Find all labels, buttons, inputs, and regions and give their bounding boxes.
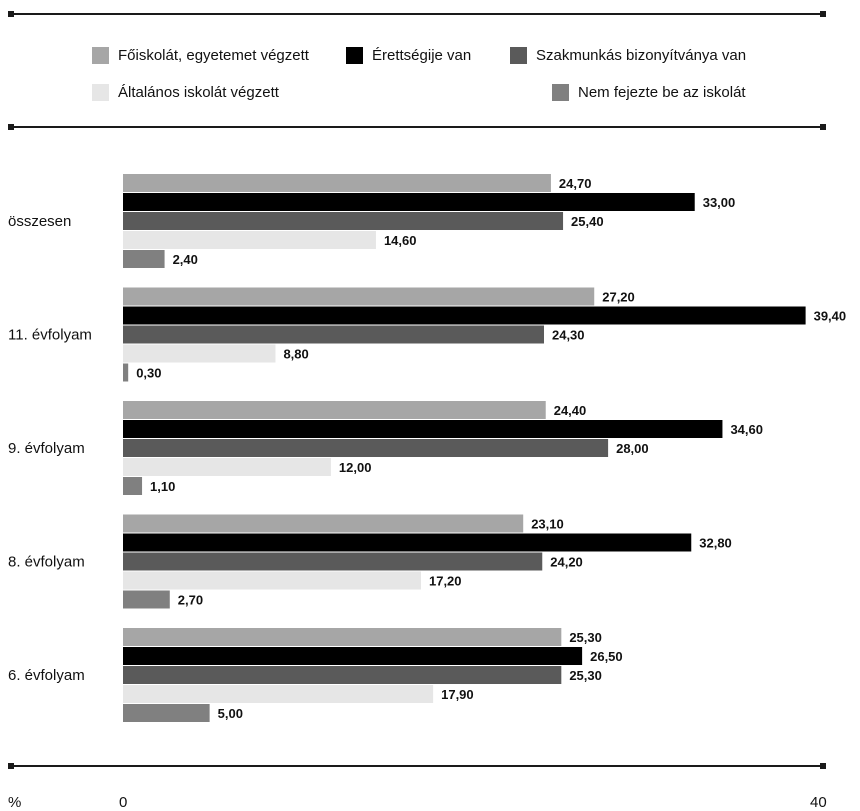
axis-min-label: 0	[119, 794, 128, 811]
legend-item-nem-fejezte: Nem fejezte be az iskolát	[552, 82, 746, 102]
bar-altalanos	[123, 685, 434, 703]
legend-item-altalanos: Általános iskolát végzett	[92, 82, 279, 102]
data-label-szakmunkas: 24,20	[550, 555, 583, 570]
bar-szakmunkas	[123, 325, 544, 344]
legend-label-szakmunkas: Szakmunkás bizonyítványa van	[536, 46, 747, 64]
legend-label-foiskola: Főiskolát, egyetemet végzett	[118, 46, 309, 64]
data-label-szakmunkas: 25,40	[571, 214, 604, 229]
category-label: 9. évfolyam	[8, 440, 85, 457]
data-label-nem-fejezte: 1,10	[150, 479, 175, 494]
data-label-altalanos: 8,80	[283, 347, 308, 362]
data-label-nem-fejezte: 2,70	[178, 593, 203, 608]
bar-foiskola	[123, 174, 551, 192]
data-label-szakmunkas: 28,00	[616, 441, 649, 456]
data-label-erettsegi: 39,40	[814, 309, 847, 324]
data-label-altalanos: 17,20	[429, 574, 462, 589]
legend-bottom-rule	[8, 124, 826, 130]
bar-nem-fejezte	[123, 477, 143, 495]
bar-szakmunkas	[123, 439, 609, 457]
data-label-altalanos: 14,60	[384, 233, 417, 248]
category-label: 11. évfolyam	[8, 327, 92, 344]
bar-nem-fejezte	[123, 363, 129, 382]
bar-foiskola	[123, 287, 595, 306]
category-label: 6. évfolyam	[8, 667, 85, 684]
bar-altalanos	[123, 458, 331, 476]
legend-swatch-szakmunkas	[510, 46, 527, 64]
bar-nem-fejezte	[123, 590, 170, 609]
bar-szakmunkas	[123, 212, 564, 230]
bar-foiskola	[123, 628, 562, 646]
data-label-foiskola: 24,70	[559, 176, 592, 191]
legend-swatch-nem-fejezte	[552, 83, 569, 101]
data-label-foiskola: 27,20	[602, 290, 635, 305]
bar-erettsegi	[123, 193, 695, 211]
data-label-szakmunkas: 24,30	[552, 328, 585, 343]
data-label-nem-fejezte: 5,00	[218, 706, 243, 721]
data-label-altalanos: 12,00	[339, 460, 372, 475]
legend-item-szakmunkas: Szakmunkás bizonyítványa van	[510, 45, 746, 65]
data-label-foiskola: 24,40	[554, 403, 587, 418]
legend-swatch-erettsegi	[346, 46, 363, 64]
data-label-erettsegi: 32,80	[699, 536, 732, 551]
bar-szakmunkas	[123, 666, 562, 684]
bar-foiskola	[123, 514, 524, 533]
data-label-szakmunkas: 25,30	[569, 668, 602, 683]
bar-altalanos	[123, 231, 376, 249]
bar-altalanos	[123, 344, 276, 363]
category-label: összesen	[8, 213, 71, 230]
legend-item-erettsegi: Érettségije van	[346, 45, 471, 65]
data-label-nem-fejezte: 0,30	[136, 366, 161, 381]
bar-erettsegi	[123, 533, 692, 552]
legend-item-foiskola: Főiskolát, egyetemet végzett	[92, 45, 309, 65]
bar-nem-fejezte	[123, 704, 210, 722]
bar-foiskola	[123, 401, 546, 419]
legend-swatch-foiskola	[92, 46, 109, 64]
data-label-erettsegi: 34,60	[730, 422, 763, 437]
axis-unit-label: %	[8, 794, 22, 811]
axis-max-label: 40	[810, 794, 827, 811]
bar-szakmunkas	[123, 552, 543, 571]
bar-nem-fejezte	[123, 250, 165, 268]
legend-label-altalanos: Általános iskolát végzett	[118, 83, 279, 101]
bar-erettsegi	[123, 647, 583, 665]
data-label-erettsegi: 26,50	[590, 649, 623, 664]
data-label-nem-fejezte: 2,40	[173, 252, 198, 267]
bar-erettsegi	[123, 306, 806, 325]
category-label: 8. évfolyam	[8, 554, 85, 571]
bar-erettsegi	[123, 420, 723, 438]
data-label-foiskola: 25,30	[569, 630, 602, 645]
legend-label-nem-fejezte: Nem fejezte be az iskolát	[578, 83, 746, 101]
top-rule	[8, 11, 826, 17]
axis-rule	[8, 763, 826, 769]
data-label-erettsegi: 33,00	[703, 195, 736, 210]
legend-label-erettsegi: Érettségije van	[372, 46, 472, 64]
bar-altalanos	[123, 571, 421, 590]
legend-swatch-altalanos	[92, 83, 109, 101]
data-label-altalanos: 17,90	[441, 687, 474, 702]
data-label-foiskola: 23,10	[531, 517, 564, 532]
